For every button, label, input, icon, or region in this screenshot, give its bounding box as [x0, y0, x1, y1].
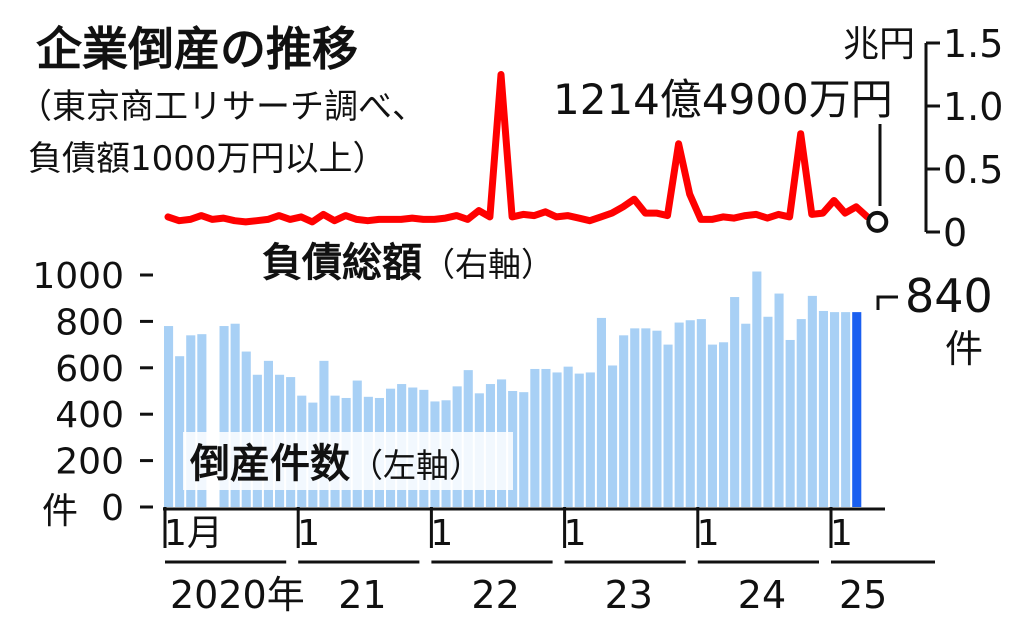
bar-series-label: 倒産件数（左軸）	[189, 441, 482, 487]
bar	[730, 297, 740, 507]
bar	[197, 334, 207, 507]
right-axis-unit: 兆円	[843, 24, 915, 65]
line-series-label: 負債総額（右軸）	[262, 240, 554, 286]
right-axis-tick-label: 1.0	[943, 85, 1003, 129]
bar	[774, 293, 784, 507]
bar	[674, 322, 684, 507]
bar-series-axis-note: （左軸）	[350, 446, 482, 485]
bar-annotation-unit: 件	[945, 327, 983, 371]
bar	[685, 320, 695, 507]
bar	[719, 342, 729, 507]
bar	[241, 351, 251, 507]
bar	[608, 365, 618, 507]
bar	[175, 356, 185, 507]
line-series-name: 負債総額	[262, 240, 422, 286]
bar	[552, 372, 562, 507]
x-axis-month-label: 1	[297, 513, 320, 554]
bar	[663, 344, 673, 507]
bar	[763, 316, 773, 507]
x-axis-year-label: 21	[338, 573, 386, 617]
x-axis-month-label: 1	[830, 513, 853, 554]
bar-annotation-leader	[876, 295, 898, 310]
left-axis-tick-label: 200	[55, 442, 124, 483]
x-axis-year-label: 2020年	[170, 573, 305, 617]
left-axis-tick-label: 0	[101, 488, 124, 529]
line-annotation: 1214億4900万円	[553, 75, 893, 124]
bar	[796, 319, 806, 507]
bar	[652, 330, 662, 507]
bar	[841, 312, 851, 507]
bar	[563, 366, 573, 507]
x-axis-month-label: 1	[564, 513, 587, 554]
x-axis-year-label: 23	[605, 573, 653, 617]
bar	[641, 328, 651, 507]
bar	[596, 317, 606, 507]
bar	[186, 335, 196, 507]
line-series-axis-note: （右軸）	[422, 245, 554, 284]
x-axis-month-label: 1	[430, 513, 453, 554]
chart-subtitle-line1: （東京商工リサーチ調べ、	[18, 87, 426, 127]
x-axis: 1月 2020年 1 21 1 22 1 23 1 24 1 25	[163, 507, 935, 617]
bar-annotation-value: 840	[905, 269, 993, 323]
right-axis-tick-label: 0.5	[943, 148, 1003, 192]
right-axis: 0 0.5 1.0 1.5	[924, 22, 1003, 255]
x-axis-month-label: 1月	[164, 513, 223, 554]
bar	[752, 271, 762, 507]
left-axis-tick-label: 1000	[32, 256, 124, 297]
bar	[619, 335, 629, 507]
left-axis-tick-label: 800	[55, 302, 124, 343]
x-axis-month-label: 1	[697, 513, 720, 554]
right-axis-tick-label: 1.5	[943, 22, 1003, 66]
bar	[741, 323, 751, 507]
left-axis: 0 200 400 600 800 1000	[32, 256, 153, 529]
bar	[530, 368, 540, 507]
bar	[630, 328, 640, 507]
line-last-point-marker	[866, 210, 889, 233]
bar	[519, 392, 529, 507]
label-box-bankruptcies	[183, 432, 513, 490]
bar	[219, 326, 229, 507]
chart-subtitle-line2: 負債額1000万円以上）	[28, 139, 387, 179]
line-path	[164, 71, 871, 226]
right-axis-tick-label: 0	[943, 211, 967, 255]
bar	[585, 372, 595, 507]
bar	[807, 295, 817, 507]
chart-title: 企業倒産の推移	[36, 22, 358, 76]
x-axis-year-label: 24	[738, 573, 786, 617]
bar	[164, 326, 174, 507]
bar	[541, 368, 551, 507]
bar	[230, 323, 240, 507]
bar	[830, 312, 840, 507]
bar	[707, 344, 717, 507]
x-axis-year-label: 25	[839, 573, 887, 617]
bar-series-name: 倒産件数	[189, 441, 350, 487]
bar	[818, 310, 828, 507]
bar	[696, 319, 706, 507]
left-axis-tick-label: 600	[55, 349, 124, 390]
bar	[785, 339, 795, 507]
line-series	[164, 71, 871, 226]
left-axis-unit: 件	[42, 491, 78, 532]
left-axis-tick-label: 400	[55, 395, 124, 436]
bar	[574, 373, 584, 507]
x-axis-year-label: 22	[471, 573, 519, 617]
bar	[852, 312, 862, 507]
